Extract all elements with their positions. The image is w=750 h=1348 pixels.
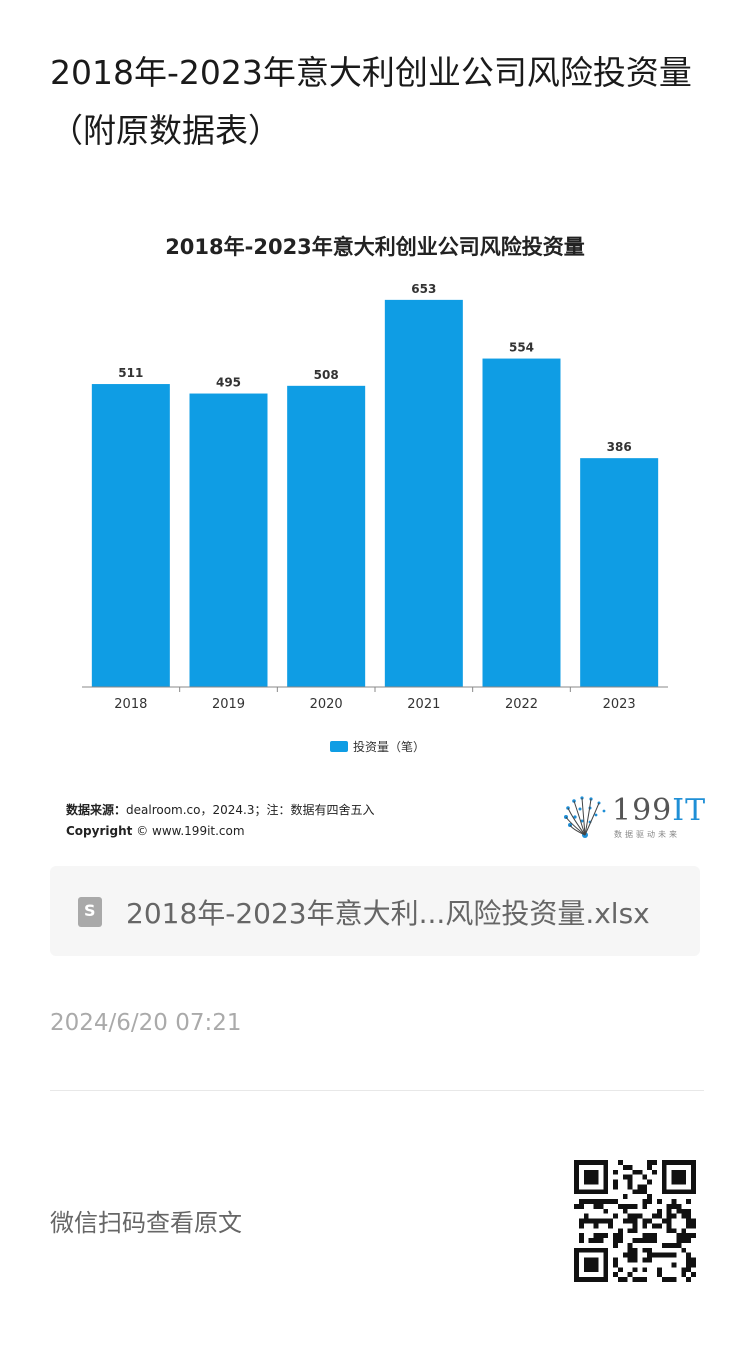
- x-tick-label-2018: 2018: [114, 697, 147, 712]
- x-tick-label-2022: 2022: [505, 697, 538, 712]
- source-label: 数据来源：: [66, 803, 127, 817]
- bar-2019[interactable]: [189, 393, 268, 687]
- legend-swatch: [330, 741, 348, 752]
- legend-label: 投资量（笔）: [353, 739, 425, 754]
- data-label-2021: 653: [411, 282, 436, 296]
- legend[interactable]: 投资量（笔）: [330, 739, 425, 754]
- x-tick-label-2023: 2023: [603, 697, 636, 712]
- data-label-2022: 554: [509, 341, 534, 355]
- x-ticks-layer: 2018 2019 2020 2021 2022 2023: [114, 687, 636, 712]
- 199it-logo: 199IT 数据驱动未来: [560, 793, 705, 843]
- bar-2018[interactable]: [91, 384, 170, 687]
- file-name: 2018年-2023年意大利...风险投资量.xlsx: [126, 897, 650, 930]
- data-label-2023: 386: [607, 440, 632, 454]
- x-tick-label-2021: 2021: [407, 697, 440, 712]
- source-text: dealroom.co，2024.3；注：数据有四舍五入: [126, 803, 375, 817]
- bar-2023[interactable]: [580, 458, 659, 687]
- x-tick-label-2019: 2019: [212, 697, 245, 712]
- file-attachment[interactable]: S 2018年-2023年意大利...风险投资量.xlsx: [50, 866, 700, 956]
- data-label-2018: 511: [118, 366, 143, 380]
- bar-2021[interactable]: [384, 299, 463, 687]
- data-label-2019: 495: [216, 376, 241, 390]
- logo-text: 199IT: [612, 793, 707, 828]
- publish-timestamp: 2024/6/20 07:21: [50, 1010, 242, 1036]
- data-label-2020: 508: [314, 368, 339, 382]
- chart-title: 2018年-2023年意大利创业公司风险投资量: [165, 235, 585, 259]
- bar-2022[interactable]: [482, 358, 561, 687]
- logo-burst-icon: [564, 796, 606, 838]
- source-note: 数据来源：dealroom.co，2024.3；注：数据有四舍五入 Copyri…: [66, 800, 375, 842]
- bar-2020[interactable]: [287, 385, 366, 687]
- bar-chart: 2018年-2023年意大利创业公司风险投资量 511 495 508 653 554 3…: [82, 235, 668, 754]
- scan-prompt: 微信扫码查看原文: [50, 1209, 242, 1237]
- bars-layer: 511 495 508 653 554 386: [91, 282, 659, 687]
- qr-code[interactable]: [574, 1160, 696, 1282]
- x-tick-label-2020: 2020: [310, 697, 343, 712]
- copyright-text: © www.199it.com: [136, 824, 245, 838]
- page-title: 2018年-2023年意大利创业公司风险投资量（附原数据表）: [50, 53, 692, 150]
- spreadsheet-file-icon: S: [78, 897, 102, 927]
- divider: [50, 1090, 704, 1091]
- copyright-label: Copyright: [66, 824, 133, 838]
- logo-subtitle: 数据驱动未来: [614, 830, 680, 839]
